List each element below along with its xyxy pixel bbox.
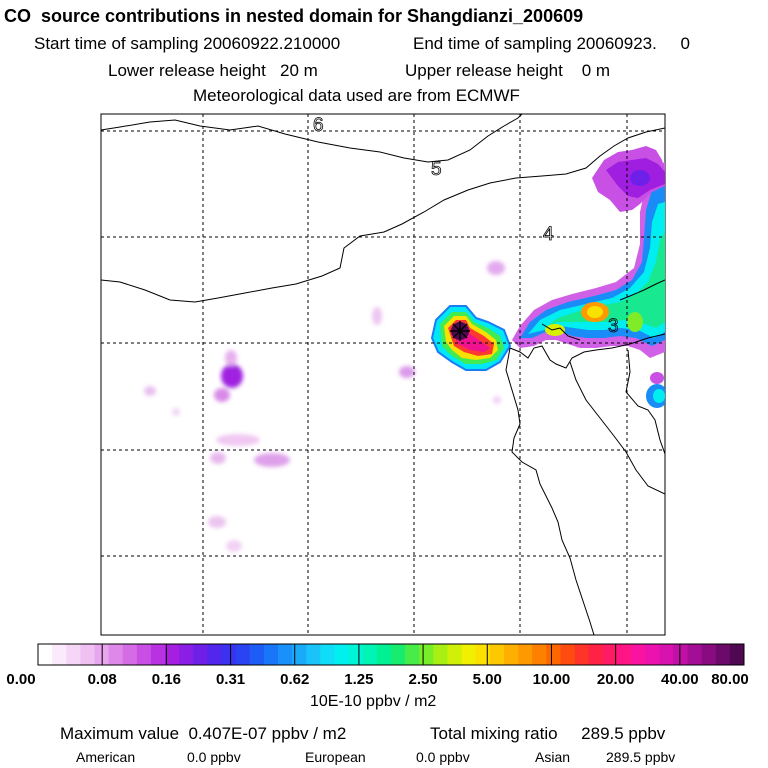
colorbar-swatch <box>546 644 561 665</box>
day-label-4: 4 <box>543 224 554 245</box>
colorbar-swatch <box>193 644 208 665</box>
start-time-label: Start time of sampling 20060922.210000 <box>34 34 341 53</box>
colorbar-swatch <box>207 644 222 665</box>
colorbar-swatch <box>362 644 378 665</box>
colorbar-swatch <box>221 644 237 665</box>
colorbar-swatch <box>631 644 646 665</box>
maximum-value: Maximum value 0.407E-07 ppbv / m2 <box>60 724 347 743</box>
american-label: American <box>76 749 136 765</box>
colorbar-swatch <box>235 644 251 665</box>
map-title: CO source contributions in nested domain… <box>4 6 584 26</box>
colorbar-swatch <box>461 644 477 665</box>
colorbar-swatch <box>376 644 392 665</box>
colorbar-tick-label: 20.00 <box>597 671 635 688</box>
colorbar-outline <box>37 643 745 666</box>
coastlines <box>101 114 665 635</box>
colorbar-swatch <box>38 644 53 665</box>
colorbar-swatch <box>447 644 462 665</box>
colorbar-swatch <box>320 644 335 665</box>
colorbar-tick-label: 0.08 <box>88 671 117 688</box>
colorbar-swatch <box>560 644 575 665</box>
colorbar-swatch <box>588 644 604 665</box>
european-value: 0.0 ppbv <box>416 749 470 765</box>
colorbar-tick-label: 2.50 <box>408 671 437 688</box>
colorbar-swatch <box>616 644 632 665</box>
colorbar-swatch <box>715 644 731 665</box>
day-label-5: 5 <box>431 159 442 180</box>
meteorological-source: Meteorological data used are from ECMWF <box>193 86 520 105</box>
colorbar-swatch <box>503 644 519 665</box>
faint-plume-west <box>144 261 505 552</box>
end-time-label: End time of sampling 20060923. 0 <box>413 34 690 53</box>
upper-release-height: Upper release height 0 m <box>405 61 611 80</box>
colorbar-swatch <box>673 644 688 665</box>
colorbar-tick-label: 5.00 <box>473 671 502 688</box>
colorbar-swatch <box>292 644 307 665</box>
american-value: 0.0 ppbv <box>187 749 241 765</box>
colorbar-swatch <box>150 644 166 665</box>
colorbar-unit: 10E-10 ppbv / m2 <box>310 693 437 710</box>
colorbar-swatch <box>80 644 95 665</box>
colorbar-swatch <box>489 644 505 665</box>
colorbar-swatch <box>306 644 321 665</box>
colorbar-tick-label: 1.25 <box>344 671 373 688</box>
colorbar-swatch <box>136 644 152 665</box>
colorbar-tick-label: 0.16 <box>152 671 181 688</box>
colorbar-swatch <box>687 644 703 665</box>
colorbar-tick-label: 40.00 <box>661 671 699 688</box>
colorbar-tick-labels: 0.00 0.08 0.16 0.31 0.62 1.25 2.50 5.00 10.00 20.… <box>6 671 748 688</box>
colorbar-swatch <box>701 644 717 665</box>
colorbar-swatch <box>52 644 67 665</box>
colorbar-swatch <box>334 644 350 665</box>
colorbar-tick-label: 80.00 <box>711 671 749 688</box>
colorbar-swatch <box>263 644 279 665</box>
graticule <box>101 114 665 635</box>
colorbar-swatch <box>66 644 81 665</box>
european-label: European <box>305 749 366 765</box>
plume-receptor <box>430 305 512 371</box>
colorbar-swatch <box>419 644 434 665</box>
trajectory-labels: 6 5 4 3 <box>313 115 619 338</box>
colorbar <box>37 643 745 666</box>
colorbar-swatch <box>108 644 124 665</box>
colorbar-tick-label: 0.31 <box>216 671 245 688</box>
colorbar-swatch <box>659 644 674 665</box>
colorbar-swatch <box>574 644 590 665</box>
day-label-6: 6 <box>313 115 324 136</box>
colorbar-swatch <box>278 644 293 665</box>
colorbar-swatch <box>249 644 265 665</box>
total-mixing-ratio: Total mixing ratio 289.5 ppbv <box>430 724 666 743</box>
colorbar-swatch <box>532 644 547 665</box>
colorbar-swatch <box>475 644 491 665</box>
colorbar-swatch <box>122 644 138 665</box>
plume-northeast <box>592 146 665 212</box>
colorbar-tick-label: 0.62 <box>280 671 309 688</box>
day-label-3: 3 <box>608 316 619 337</box>
colorbar-swatch <box>645 644 660 665</box>
colorbar-tick-label: 0.00 <box>6 671 35 688</box>
colorbar-swatch <box>405 644 420 665</box>
colorbar-swatch <box>165 644 180 665</box>
colorbar-swatch <box>602 644 618 665</box>
colorbar-swatch <box>179 644 194 665</box>
colorbar-swatch <box>433 644 448 665</box>
asian-value: 289.5 ppbv <box>606 749 676 765</box>
colorbar-tick-label: 10.00 <box>533 671 571 688</box>
concentration-field: 6 5 4 3 <box>101 114 665 635</box>
colorbar-swatch <box>348 644 364 665</box>
colorbar-swatch <box>391 644 406 665</box>
colorbar-swatch <box>518 644 533 665</box>
asian-label: Asian <box>535 749 571 765</box>
lower-release-height: Lower release height 20 m <box>108 61 318 80</box>
colorbar-swatch <box>729 644 745 665</box>
map-frame <box>100 113 666 636</box>
receptor-star-icon <box>450 321 470 341</box>
